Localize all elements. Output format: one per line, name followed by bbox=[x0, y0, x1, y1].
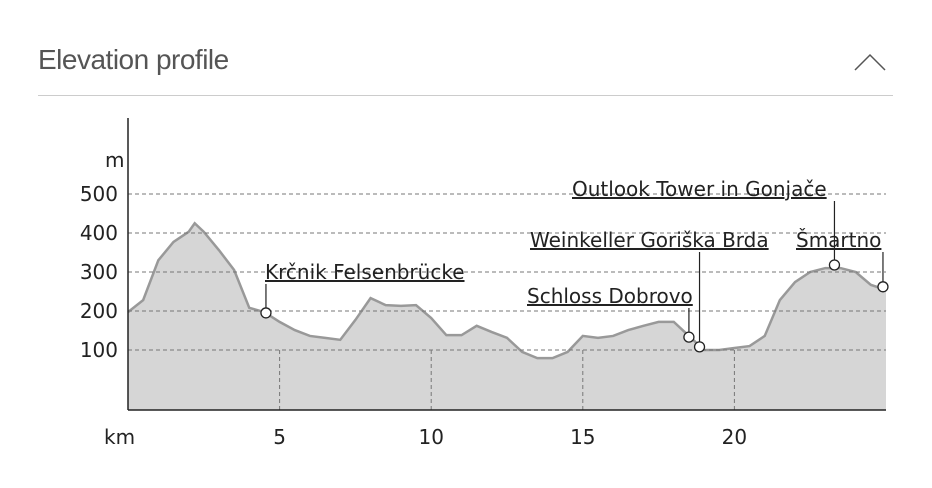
waypoint-label: Outlook Tower in Gonjače bbox=[572, 177, 827, 201]
area-fill bbox=[128, 223, 886, 410]
x-tick-label: 15 bbox=[570, 425, 595, 449]
waypoint-marker bbox=[693, 341, 706, 353]
x-tick-label: 10 bbox=[418, 425, 443, 449]
divider bbox=[38, 95, 893, 96]
waypoint-marker bbox=[260, 307, 272, 319]
y-tick-label: 400 bbox=[80, 221, 118, 245]
collapse-toggle[interactable] bbox=[852, 50, 888, 74]
profile-line bbox=[127, 221, 887, 360]
waypoint-marker bbox=[828, 259, 841, 271]
y-tick-label: 200 bbox=[80, 299, 118, 323]
waypoint-marker bbox=[683, 331, 695, 343]
x-tick-label: 5 bbox=[273, 425, 286, 449]
waypoint-label: Krčnik Felsenbrücke bbox=[265, 260, 465, 284]
x-tick-label: 20 bbox=[722, 425, 747, 449]
waypoint-label: Weinkeller Goriška Brda bbox=[530, 228, 769, 252]
y-tick-label: 100 bbox=[80, 338, 118, 362]
y-tick-label: 300 bbox=[80, 260, 118, 284]
waypoint-label: Šmartno bbox=[796, 228, 881, 252]
x-axis-label: km bbox=[104, 425, 135, 449]
waypoints: Krčnik Felsenbrücke Schloss Dobrovo Weinke… bbox=[260, 177, 889, 353]
waypoint-marker bbox=[877, 281, 889, 293]
y-tick-label: 500 bbox=[80, 182, 118, 206]
panel-title: Elevation profile bbox=[38, 44, 229, 75]
y-axis-label: m bbox=[105, 148, 124, 172]
waypoint-label: Schloss Dobrovo bbox=[527, 284, 693, 308]
